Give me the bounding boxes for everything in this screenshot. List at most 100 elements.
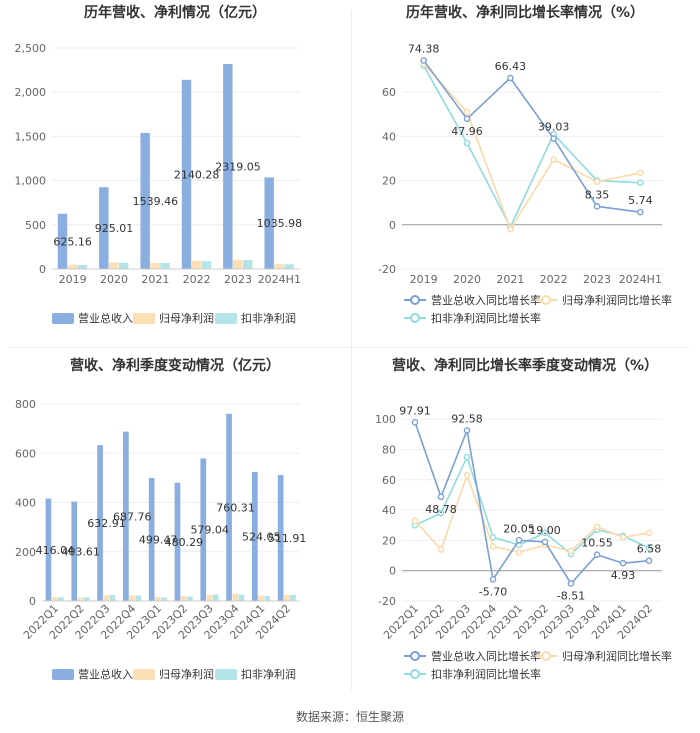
annual-bar-bar-net-profit xyxy=(191,260,202,269)
annual-bar-bar-revenue xyxy=(140,132,150,269)
quarterly-bar-revenue-value-label: 687.76 xyxy=(113,510,152,523)
annual-bar-legend-label: 扣非净利润 xyxy=(241,311,296,325)
annual-bar-legend-label: 归母净利润 xyxy=(159,311,214,325)
quarterly-bar-bar-deducted-profit xyxy=(212,594,219,601)
annual-line-xtick-label: 2021 xyxy=(496,273,524,286)
quarterly-bar-ytick-label: 600 xyxy=(15,447,36,460)
quarterly-line-revenue-growth-point xyxy=(619,559,627,567)
annual-line-xtick-label: 2020 xyxy=(453,273,481,286)
annual-bar-bar-revenue xyxy=(57,213,68,269)
data-source-label: 数据来源：恒生聚源 xyxy=(295,710,404,724)
annual-line-revenue-growth-value-label: 39.03 xyxy=(538,121,570,134)
quarterly-line-ytick-label: 40 xyxy=(382,504,396,517)
quarterly-line-deducted-profit-growth-point xyxy=(437,509,445,517)
quarterly-bar-bar-revenue xyxy=(226,413,232,601)
quarterly-bar-bar-deducted-profit xyxy=(57,597,64,601)
annual-bar-bar-revenue xyxy=(181,79,192,269)
annual-line-legend-marker xyxy=(541,295,551,305)
quarterly-line-net-profit-growth-point xyxy=(463,471,471,479)
quarterly-line-ytick-label: 100 xyxy=(375,413,396,426)
annual-line-legend-label: 归母净利润同比增长率 xyxy=(562,293,672,307)
quarterly-line-revenue-growth-value-label: 10.55 xyxy=(581,537,613,550)
quarterly-line-revenue-growth-value-label: 6.58 xyxy=(637,543,662,556)
annual-line-ytick-label: 20 xyxy=(382,175,396,188)
quarterly-line-deducted-profit-growth-point xyxy=(541,529,549,537)
annual-bar-legend-swatch xyxy=(133,313,155,324)
annual-bar-xtick-label: 2022 xyxy=(183,273,211,286)
annual-bar-xtick-label: 2019 xyxy=(59,273,87,286)
quarterly-bar-bar-net-profit xyxy=(129,595,135,601)
quarterly-line-net-profit-growth-point xyxy=(437,546,445,553)
annual-bar-title: 历年营收、净利情况（亿元） xyxy=(84,4,266,21)
annual-line-revenue-growth-value-label: 47.96 xyxy=(451,125,483,138)
annual-bar-bar-revenue xyxy=(99,187,109,269)
quarterly-line-ytick-label: 60 xyxy=(382,474,396,487)
quarterly-bar-legend-swatch xyxy=(133,669,155,680)
quarterly-bar-bar-net-profit xyxy=(103,595,110,601)
annual-line-revenue-growth-point xyxy=(550,135,557,142)
quarterly-line-ytick-label: 80 xyxy=(382,443,396,456)
quarterly-line-revenue-growth-value-label: -8.51 xyxy=(557,590,585,603)
quarterly-bar-bar-deducted-profit xyxy=(83,597,90,601)
annual-line-xtick-label: 2019 xyxy=(410,273,438,286)
quarterly-bar-bar-revenue xyxy=(97,445,103,601)
annual-bar-ytick-label: 0 xyxy=(39,263,46,276)
annual-bar-revenue-value-label: 925.01 xyxy=(95,222,134,235)
quarterly-line-legend-marker xyxy=(541,651,551,661)
quarterly-bar-ytick-label: 0 xyxy=(29,595,36,608)
annual-bar-bar-deducted-profit xyxy=(160,262,170,269)
quarterly-line-deducted-profit-growth-point xyxy=(463,453,471,461)
annual-bar-ytick-label: 1,500 xyxy=(15,130,47,143)
annual-bar-revenue-value-label: 1539.46 xyxy=(133,195,179,208)
annual-bar-ytick-label: 2,000 xyxy=(15,86,47,99)
quarterly-line-revenue-growth-value-label: 20.05 xyxy=(503,522,535,535)
quarterly-line-revenue-growth-value-label: 97.91 xyxy=(399,404,431,417)
annual-bar-bar-net-profit xyxy=(233,259,243,269)
quarterly-bar-legend-label: 营业总收入 xyxy=(78,667,133,681)
annual-line-legend-marker xyxy=(410,295,420,305)
quarterly-bar-bar-revenue xyxy=(71,501,78,601)
annual-bar-revenue-value-label: 1035.98 xyxy=(257,217,303,230)
quarterly-line-revenue-growth-point xyxy=(567,580,575,587)
annual-bar-legend-label: 营业总收入 xyxy=(78,311,133,325)
annual-bar-bar-net-profit xyxy=(274,264,284,269)
quarterly-line-revenue-growth-value-label: 19.00 xyxy=(529,524,561,537)
annual-line-ytick-label: 0 xyxy=(389,219,396,232)
annual-line-ytick-label: -20 xyxy=(378,263,396,276)
annual-line-legend-label: 营业总收入同比增长率 xyxy=(431,293,541,307)
quarterly-bar-bar-revenue xyxy=(252,471,258,601)
annual-line-xtick-label: 2022 xyxy=(540,273,568,286)
quarterly-bar-bar-deducted-profit xyxy=(135,595,142,601)
annual-bar-legend-swatch xyxy=(52,313,74,324)
quarterly-bar-revenue-value-label: 511.91 xyxy=(268,532,307,545)
quarterly-bar-legend-swatch xyxy=(215,669,237,680)
quarterly-line-revenue-growth-point xyxy=(645,557,653,565)
annual-bar-bar-net-profit xyxy=(109,262,119,269)
quarterly-line-net-profit-growth-point xyxy=(645,529,653,537)
quarterly-bar-ytick-label: 400 xyxy=(15,497,36,510)
quarterly-bar-bar-deducted-profit xyxy=(238,594,245,601)
quarterly-bar-bar-deducted-profit xyxy=(109,594,116,601)
annual-line-revenue-growth-value-label: 74.38 xyxy=(408,42,440,55)
quarterly-line-revenue-growth-point xyxy=(437,493,445,501)
quarterly-bar-bar-revenue xyxy=(148,478,155,601)
quarterly-line-ytick-label: 0 xyxy=(389,565,396,578)
quarterly-bar-legend-label: 归母净利润 xyxy=(159,667,214,681)
quarterly-line-net-profit-growth-point xyxy=(411,517,419,524)
quarterly-bar-bar-net-profit xyxy=(51,597,58,601)
quarterly-bar-bar-deducted-profit xyxy=(290,594,296,601)
annual-line-ytick-label: 60 xyxy=(382,86,396,99)
annual-line-revenue-growth-point xyxy=(637,208,644,216)
quarterly-line-revenue-growth-point xyxy=(411,419,419,426)
quarterly-line-revenue-growth-point xyxy=(463,427,471,434)
annual-bar-bar-net-profit xyxy=(67,264,78,269)
quarterly-line-net-profit-growth-point xyxy=(593,523,601,531)
quarterly-bar-bar-net-profit xyxy=(180,596,187,601)
quarterly-line-legend-marker xyxy=(410,651,420,661)
annual-line-net-profit-growth-point xyxy=(550,156,557,163)
quarterly-bar-bar-net-profit xyxy=(232,593,239,601)
annual-line-deducted-profit-growth-point xyxy=(637,179,644,187)
quarterly-line-revenue-growth-point xyxy=(515,537,523,544)
annual-bar-bar-deducted-profit xyxy=(242,259,253,269)
annual-line-revenue-growth-value-label: 5.74 xyxy=(628,194,653,207)
